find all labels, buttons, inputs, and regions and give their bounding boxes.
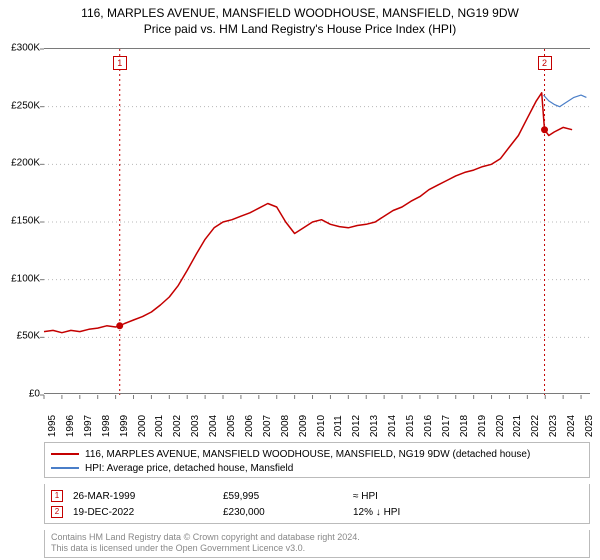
- transaction-delta-1: ≈ HPI: [353, 491, 473, 502]
- y-tick-label: £50K: [17, 331, 40, 342]
- transactions-panel: 1 26-MAR-1999 £59,995 ≈ HPI 2 19-DEC-202…: [44, 484, 590, 524]
- x-tick-label: 2013: [369, 415, 380, 437]
- x-tick-label: 2025: [584, 415, 595, 437]
- x-tick-label: 2022: [530, 415, 541, 437]
- x-tick-label: 1999: [119, 415, 130, 437]
- legend-label-property: 116, MARPLES AVENUE, MANSFIELD WOODHOUSE…: [85, 449, 530, 460]
- x-tick-label: 2017: [441, 415, 452, 437]
- y-tick-label: £150K: [11, 216, 40, 227]
- x-tick-label: 2006: [244, 415, 255, 437]
- legend-label-hpi: HPI: Average price, detached house, Mans…: [85, 463, 293, 474]
- x-tick-label: 1995: [47, 415, 58, 437]
- transaction-price-1: £59,995: [223, 491, 343, 502]
- x-tick-label: 2007: [262, 415, 273, 437]
- legend-swatch-property: [51, 453, 79, 455]
- notes-line-1: Contains HM Land Registry data © Crown c…: [51, 532, 583, 543]
- transaction-price-2: £230,000: [223, 507, 343, 518]
- transaction-row-1: 1 26-MAR-1999 £59,995 ≈ HPI: [51, 488, 583, 504]
- title-block: 116, MARPLES AVENUE, MANSFIELD WOODHOUSE…: [0, 0, 600, 36]
- x-axis: 1995 1996 1997 1998 1999 2000 2001 2002 2003 2004…: [44, 394, 590, 442]
- x-tick-label: 2018: [459, 415, 470, 437]
- x-tick-label: 2012: [351, 415, 362, 437]
- transaction-row-2: 2 19-DEC-2022 £230,000 12% ↓ HPI: [51, 504, 583, 520]
- transaction-marker-1: 1: [51, 490, 63, 502]
- plot-area: [44, 48, 590, 394]
- x-tick-label: 2014: [387, 415, 398, 437]
- x-tick-label: 2003: [190, 415, 201, 437]
- x-tick-label: 2019: [477, 415, 488, 437]
- x-tick-label: 2000: [137, 415, 148, 437]
- y-tick-label: £300K: [11, 43, 40, 54]
- x-tick-label: 2010: [316, 415, 327, 437]
- x-tick-label: 1997: [83, 415, 94, 437]
- transaction-delta-2: 12% ↓ HPI: [353, 507, 473, 518]
- notes-panel: Contains HM Land Registry data © Crown c…: [44, 530, 590, 558]
- x-tick-label: 2023: [548, 415, 559, 437]
- transaction-date-2: 19-DEC-2022: [73, 507, 213, 518]
- chart-container: 116, MARPLES AVENUE, MANSFIELD WOODHOUSE…: [0, 0, 600, 560]
- x-tick-label: 2011: [333, 415, 344, 437]
- x-tick-label: 2005: [226, 415, 237, 437]
- x-tick-label: 2024: [566, 415, 577, 437]
- y-tick-label: £250K: [11, 100, 40, 111]
- legend-series-panel: 116, MARPLES AVENUE, MANSFIELD WOODHOUSE…: [44, 442, 590, 478]
- x-tick-label: 2001: [154, 415, 165, 437]
- x-tick-label: 2020: [495, 415, 506, 437]
- x-tick-label: 2008: [280, 415, 291, 437]
- chart-marker-1: 1: [113, 56, 127, 70]
- chart-svg: [44, 49, 590, 395]
- notes-line-2: This data is licensed under the Open Gov…: [51, 543, 583, 554]
- x-tick-label: 2015: [405, 415, 416, 437]
- x-tick-label: 2016: [423, 415, 434, 437]
- legend-row-hpi: HPI: Average price, detached house, Mans…: [51, 461, 583, 475]
- title-subtitle: Price paid vs. HM Land Registry's House …: [0, 22, 600, 36]
- x-tick-label: 2009: [298, 415, 309, 437]
- transaction-date-1: 26-MAR-1999: [73, 491, 213, 502]
- y-tick-label: £0: [29, 389, 40, 400]
- x-tick-label: 2021: [512, 415, 523, 437]
- legend-row-property: 116, MARPLES AVENUE, MANSFIELD WOODHOUSE…: [51, 447, 583, 461]
- title-address: 116, MARPLES AVENUE, MANSFIELD WOODHOUSE…: [0, 6, 600, 20]
- x-tick-label: 1996: [65, 415, 76, 437]
- x-tick-label: 2002: [172, 415, 183, 437]
- x-tick-label: 1998: [101, 415, 112, 437]
- x-tick-label: 2004: [208, 415, 219, 437]
- y-tick-label: £200K: [11, 158, 40, 169]
- legend-swatch-hpi: [51, 467, 79, 469]
- y-axis: £0£50K£100K£150K£200K£250K£300K: [0, 48, 44, 394]
- y-tick-label: £100K: [11, 273, 40, 284]
- chart-marker-2: 2: [538, 56, 552, 70]
- transaction-marker-2: 2: [51, 506, 63, 518]
